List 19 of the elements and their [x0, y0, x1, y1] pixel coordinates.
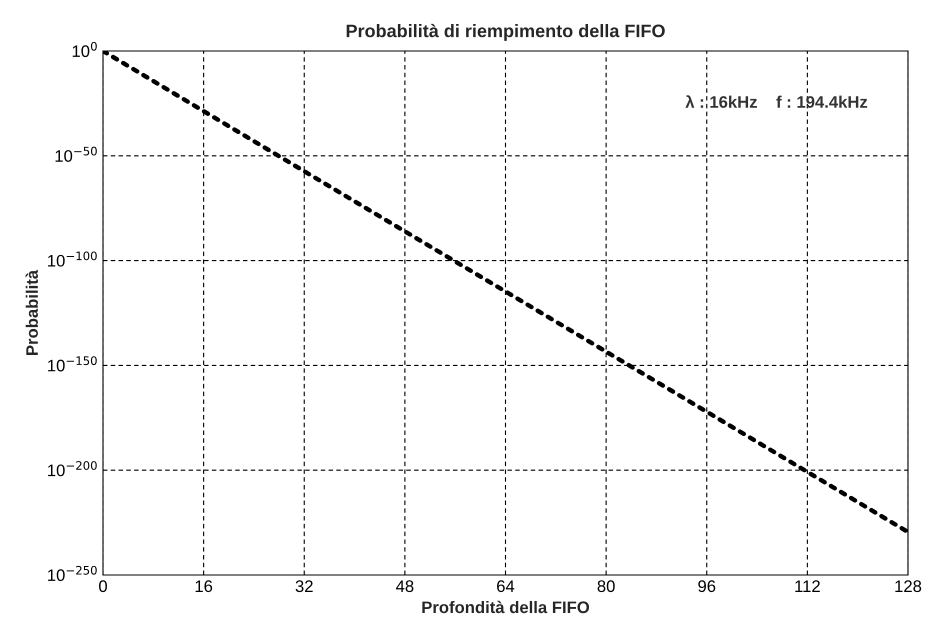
x-tick-label: 64 [497, 580, 514, 592]
x-tick-label: 96 [698, 580, 716, 592]
y-tick-label: 10$^{0}$ [72, 42, 97, 58]
y-tick-label: 10$^{−150}$ [48, 356, 97, 372]
y-tick-label: 10$^{−50}$ [56, 146, 97, 162]
chart-title: Probabilità di riempimento della FIFO [346, 24, 665, 41]
x-tick-label: 0 [99, 580, 107, 592]
x-tick-label: 48 [396, 580, 414, 592]
x-tick-label: 112 [795, 580, 820, 592]
x-tick-label: 32 [296, 580, 313, 592]
x-tick-label: 16 [196, 580, 212, 592]
y-axis-title: Probabilità [26, 270, 38, 355]
x-tick-label: 80 [598, 580, 615, 592]
y-tick-label: 10$^{−100}$ [48, 251, 97, 267]
y-tick-label: 10$^{−200}$ [48, 461, 97, 476]
y-tick-label: 10$^{−250}$ [48, 566, 97, 582]
x-tick-label: 128 [895, 580, 922, 592]
annotation: λ : 16kHz f : 194.4kHz [685, 95, 868, 108]
x-axis-title: Profondità della FIFO [422, 600, 590, 614]
